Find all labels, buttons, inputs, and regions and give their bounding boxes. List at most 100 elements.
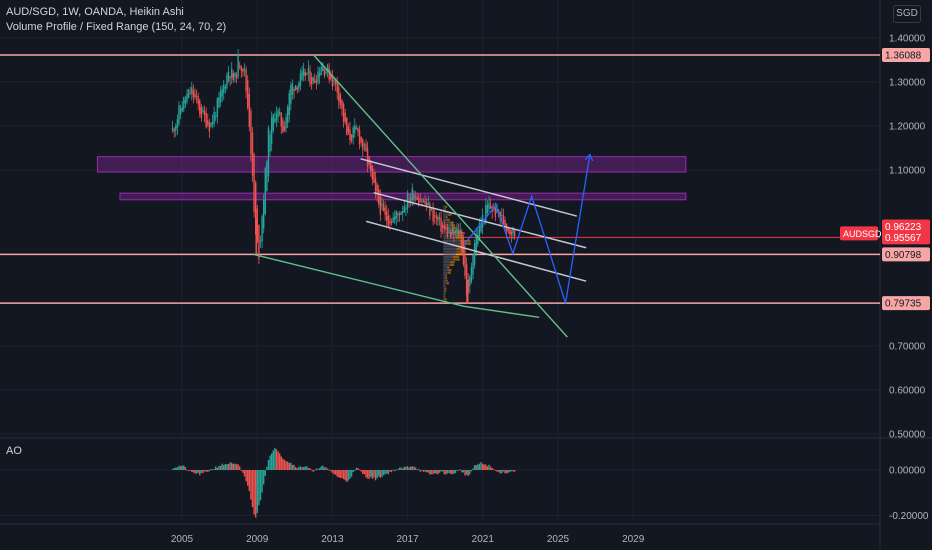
candle-body <box>278 111 281 114</box>
candle-body <box>386 211 388 221</box>
volume-profile-bar <box>443 284 445 288</box>
ao-bar <box>323 467 326 470</box>
volume-profile-bar <box>444 284 446 288</box>
price-axis-label: 1.36088 <box>885 51 922 62</box>
candle-body <box>325 72 327 74</box>
ao-bar <box>315 468 318 470</box>
candle-body <box>258 224 260 259</box>
ao-bar <box>505 470 508 474</box>
ao-bar <box>414 467 417 470</box>
channel-line <box>360 158 577 217</box>
candle-body <box>454 231 457 234</box>
ao-bar <box>485 464 487 470</box>
candle-body <box>381 203 383 206</box>
projection-path <box>463 154 591 304</box>
ao-bar <box>469 470 471 475</box>
candle-body <box>282 119 284 133</box>
ao-bar <box>416 469 418 471</box>
volume-profile-bar <box>443 216 446 219</box>
x-tick-label: 2017 <box>396 534 419 545</box>
ao-bar <box>275 449 278 470</box>
ao-bar <box>478 463 481 470</box>
ao-bar <box>417 468 420 470</box>
ao-bar <box>483 464 485 470</box>
candle-body <box>283 126 286 131</box>
ao-bar <box>205 470 207 472</box>
volume-profile-bar <box>443 266 448 269</box>
ao-bar <box>227 464 230 470</box>
candle-body <box>274 119 276 123</box>
candle-body <box>462 241 465 265</box>
ao-bar <box>473 465 476 470</box>
candle-body <box>461 231 463 252</box>
ao-bar <box>368 470 370 479</box>
volume-profile-bar <box>455 253 465 256</box>
ao-bar <box>461 470 463 473</box>
candle-body <box>320 67 322 76</box>
candle-body <box>398 214 401 216</box>
channel-line <box>366 220 587 282</box>
ao-bar <box>374 470 377 481</box>
candle-body <box>275 113 278 121</box>
candle-body <box>411 188 413 200</box>
candle-body <box>218 97 220 108</box>
candle-body <box>239 65 241 68</box>
ao-bar <box>186 469 188 471</box>
ao-bar <box>318 468 321 470</box>
candle-body <box>267 127 270 177</box>
ao-bar <box>413 466 415 470</box>
ao-bar <box>371 470 374 479</box>
candle-body <box>328 68 330 80</box>
ao-bar <box>215 466 217 470</box>
ao-panel-label: AO <box>6 445 22 457</box>
candle-body <box>414 196 417 198</box>
volume-profile-bar <box>449 221 454 224</box>
ao-bar <box>179 466 182 470</box>
candle-body <box>473 243 476 265</box>
ao-bar <box>502 470 505 472</box>
candle-body <box>394 216 396 221</box>
ao-bar <box>256 470 258 513</box>
candle-body <box>438 217 441 219</box>
ao-bar <box>333 470 335 475</box>
candle-body <box>472 255 474 275</box>
volume-profile-bar <box>445 216 448 219</box>
volume-profile-bar <box>443 213 449 216</box>
indicator-legend[interactable]: Volume Profile / Fixed Range (150, 24, 7… <box>6 21 227 33</box>
candle-body <box>441 224 444 228</box>
candle-body <box>403 206 406 213</box>
volume-profile-bar <box>443 237 456 240</box>
ao-bar <box>191 470 193 472</box>
channel-line <box>373 192 587 249</box>
candle-body <box>435 215 437 219</box>
candle-body <box>342 104 345 122</box>
ao-bar <box>282 458 284 470</box>
ao-bar <box>262 470 265 485</box>
ao-bar <box>219 465 222 470</box>
ao-bar <box>258 470 260 506</box>
y-tick-label: 0.50000 <box>889 429 926 440</box>
ao-bar <box>184 466 187 470</box>
x-tick-label: 2005 <box>171 534 194 545</box>
volume-profile-bar <box>443 279 446 282</box>
ao-bar <box>302 466 305 470</box>
volume-profile-bar <box>443 269 449 272</box>
ao-bar <box>208 470 211 472</box>
ao-bar <box>449 470 452 474</box>
candle-body <box>488 202 490 209</box>
currency-button[interactable]: SGD <box>893 5 921 23</box>
ao-bar <box>489 466 492 470</box>
price-axis-label: 0.95567 <box>885 233 922 244</box>
volume-profile-bar <box>447 271 451 274</box>
candle-body <box>378 189 380 205</box>
volume-profile-bar <box>443 224 451 227</box>
ao-bar <box>226 463 228 470</box>
ao-bar <box>387 470 390 475</box>
candle-body <box>390 222 393 224</box>
ao-bar <box>171 468 174 470</box>
ao-bar <box>494 470 497 471</box>
y-tick-label: 1.30000 <box>889 77 926 88</box>
ao-bar <box>203 470 206 472</box>
ao-bar <box>277 451 279 470</box>
